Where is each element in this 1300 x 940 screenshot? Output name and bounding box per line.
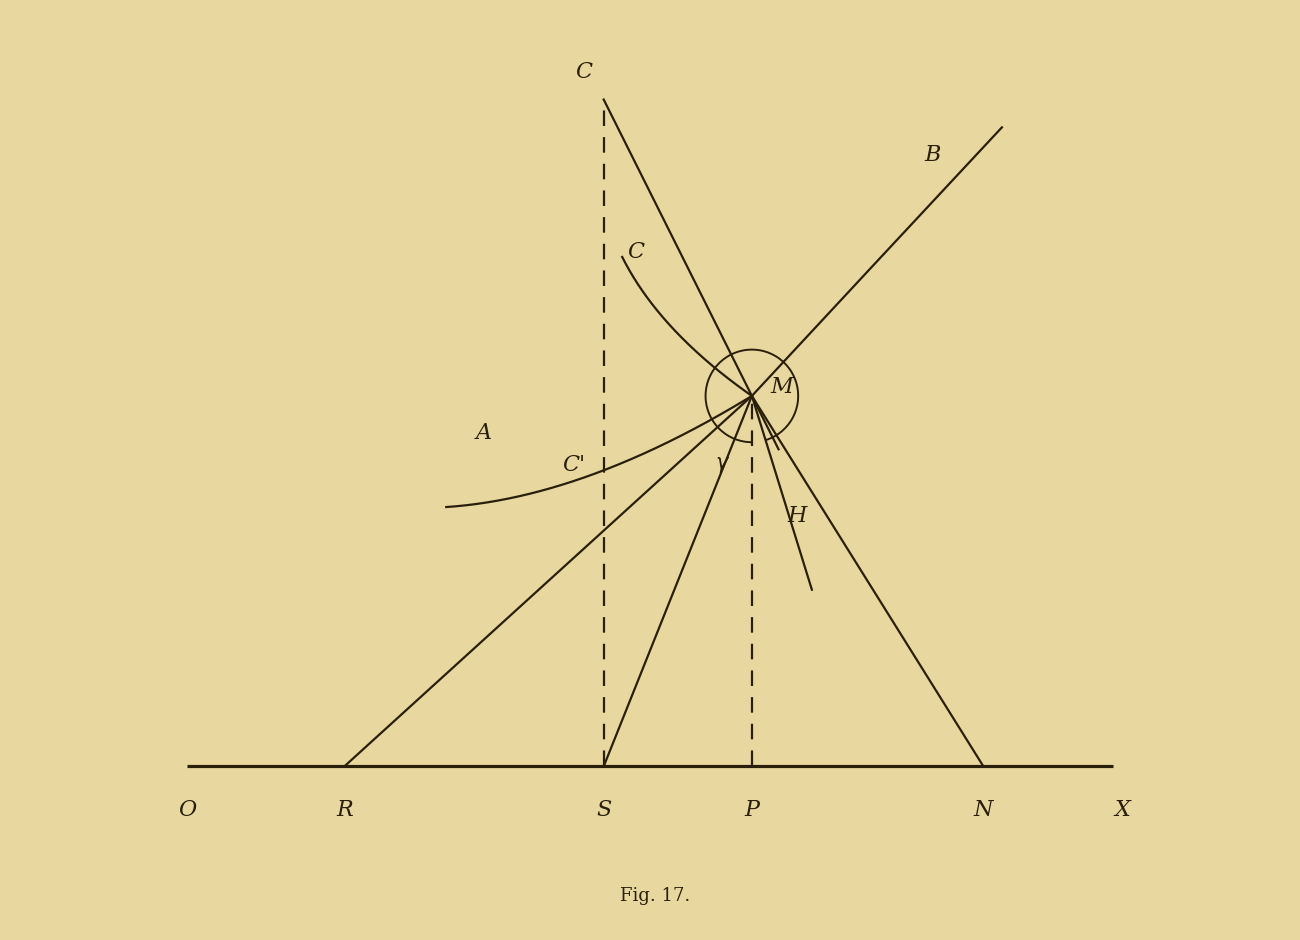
Text: C': C'	[562, 454, 585, 477]
Text: H: H	[786, 506, 806, 527]
Text: N: N	[974, 799, 993, 821]
Text: R: R	[335, 799, 352, 821]
Text: $\gamma$: $\gamma$	[715, 455, 729, 476]
Text: M: M	[771, 376, 793, 398]
Text: X: X	[1114, 799, 1130, 821]
Text: A: A	[476, 422, 491, 444]
Text: B: B	[924, 144, 941, 166]
Text: C: C	[576, 61, 593, 83]
Text: S: S	[597, 799, 611, 821]
Text: C: C	[627, 242, 644, 263]
Text: Fig. 17.: Fig. 17.	[620, 886, 690, 904]
Text: P: P	[745, 799, 759, 821]
Text: O: O	[178, 799, 196, 821]
